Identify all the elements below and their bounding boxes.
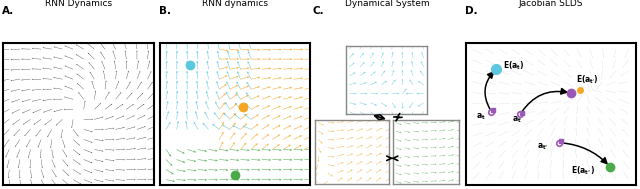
Text: $\mathbf{a_t}$: $\mathbf{a_t}$: [476, 112, 486, 122]
Text: A.: A.: [2, 6, 14, 16]
Text: $\mathbf{a_{t^\prime}}$: $\mathbf{a_{t^\prime}}$: [512, 115, 522, 125]
Text: Nonlinear
RNN Dynamics: Nonlinear RNN Dynamics: [45, 0, 112, 8]
Text: Jacobian SLDS: Jacobian SLDS: [518, 0, 583, 8]
Text: Linearized
RNN dynamics: Linearized RNN dynamics: [202, 0, 268, 8]
Text: B.: B.: [159, 6, 171, 16]
Text: D.: D.: [465, 6, 477, 16]
Text: $\mathbf{a_{t^{\prime\prime}}}$: $\mathbf{a_{t^{\prime\prime}}}$: [537, 142, 549, 152]
Text: Switching Linear
Dynamical System: Switching Linear Dynamical System: [345, 0, 429, 8]
Text: $\mathbf{E(a_{t^{\prime\prime}})}$: $\mathbf{E(a_{t^{\prime\prime}})}$: [571, 165, 595, 177]
Text: C.: C.: [312, 6, 324, 16]
Text: $\mathbf{E(a_t)}$: $\mathbf{E(a_t)}$: [503, 60, 525, 72]
Text: $\mathbf{E(a_{t^\prime})}$: $\mathbf{E(a_{t^\prime})}$: [576, 74, 599, 86]
